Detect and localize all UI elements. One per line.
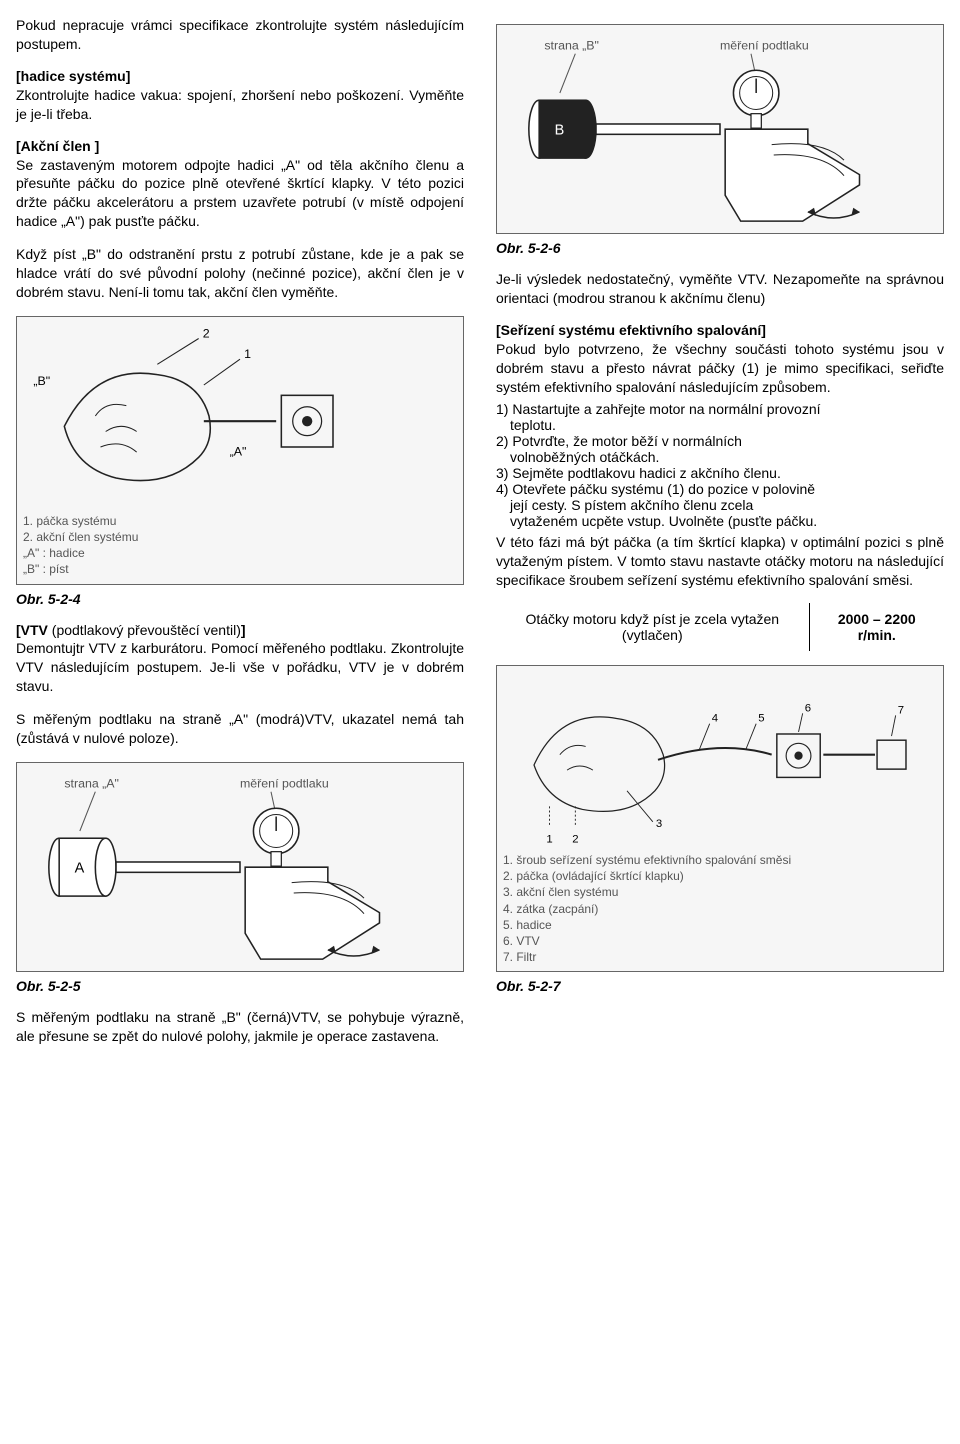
fig526-caption: Obr. 5-2-6 — [496, 240, 944, 256]
spec-label: Otáčky motoru když píst je zcela vytažen… — [496, 603, 809, 651]
page-columns: Pokud nepracuje vrámci specifikace zkont… — [16, 16, 944, 1060]
step2: 2) Potvrďte, že motor běží v normálních … — [496, 433, 944, 465]
vtv-p1: Demontujtr VTV z karburátoru. Pomocí měř… — [16, 639, 464, 696]
fig527-legend-1: 1. šroub seřízení systému efektivního sp… — [503, 852, 937, 868]
figure-5-2-4-svg: 2 1 „B" „A" — [23, 323, 457, 509]
akcni-heading: [Akční člen ] — [16, 138, 464, 154]
fig525-caption: Obr. 5-2-5 — [16, 978, 464, 994]
tail-paragraph: V této fázi má být páčka (a tím škrtící … — [496, 533, 944, 590]
spec-table: Otáčky motoru když píst je zcela vytažen… — [496, 603, 944, 651]
figure-5-2-5-svg: strana „A" měření podtlaku A — [23, 769, 457, 965]
step1a: 1) Nastartujte a zahřejte motor na normá… — [496, 401, 944, 417]
svg-text:1: 1 — [546, 834, 552, 846]
fig524-legend: 1. páčka systému 2. akční člen systému „… — [23, 513, 457, 578]
fig527-legend-2: 2. páčka (ovládající škrtící klapku) — [503, 868, 937, 884]
fig527-legend-6: 6. VTV — [503, 933, 937, 949]
figure-5-2-7: 1 2 3 4 5 6 7 1. šroub seřízení systému … — [496, 665, 944, 972]
figure-5-2-4: 2 1 „B" „A" 1. páčka systému 2. akční čl… — [16, 316, 464, 585]
figure-5-2-6: strana „B" měření podtlaku B — [496, 24, 944, 234]
fig524-legend-B: „B" : píst — [23, 561, 457, 577]
svg-text:3: 3 — [656, 818, 662, 830]
svg-text:2: 2 — [572, 834, 578, 846]
vtv-p3: S měřeným podtlaku na straně „B" (černá)… — [16, 1008, 464, 1046]
akcni-p1: Se zastaveným motorem odpojte hadici „A"… — [16, 156, 464, 232]
figure-5-2-5: strana „A" měření podtlaku A — [16, 762, 464, 972]
svg-text:7: 7 — [898, 705, 904, 717]
fig524-legend-1: 1. páčka systému — [23, 513, 457, 529]
vtv-heading: [VTV (podtlakový převouštěcí ventil)] — [16, 621, 464, 640]
fig527-legend-5: 5. hadice — [503, 917, 937, 933]
serizeni-p1: Pokud bylo potvrzeno, že všechny součást… — [496, 340, 944, 397]
fig526-label-gauge: měření podtlaku — [720, 39, 809, 53]
left-column: Pokud nepracuje vrámci specifikace zkont… — [16, 16, 464, 1060]
fig526-label-side: strana „B" — [544, 39, 599, 53]
result-paragraph: Je-li výsledek nedostatečný, vyměňte VTV… — [496, 270, 944, 308]
step4a: 4) Otevřete páčku systému (1) do pozice … — [496, 481, 944, 497]
svg-text:A: A — [75, 860, 85, 876]
hadice-body: Zkontrolujte hadice vakua: spojení, zhor… — [16, 86, 464, 124]
vtv-p2: S měřeným podtlaku na straně „A" (modrá)… — [16, 710, 464, 748]
spec-value: 2000 – 2200 r/min. — [809, 603, 944, 651]
fig524-label-a: „A" — [230, 444, 247, 458]
fig524-label-b: „B" — [33, 374, 50, 388]
svg-text:B: B — [555, 122, 565, 138]
svg-text:2: 2 — [203, 326, 210, 340]
fig527-legend-4: 4. zátka (zacpání) — [503, 901, 937, 917]
fig527-legend-3: 3. akční člen systému — [503, 884, 937, 900]
akcni-p2: Když píst „B" do odstranění prstu z potr… — [16, 245, 464, 302]
fig527-legend-7: 7. Filtr — [503, 949, 937, 965]
fig524-legend-2: 2. akční člen systému — [23, 529, 457, 545]
step2a: 2) Potvrďte, že motor běží v normálních — [496, 433, 944, 449]
serizeni-heading: [Seřízení systému efektivního spalování] — [496, 322, 944, 338]
fig525-label-side: strana „A" — [64, 776, 119, 790]
intro-paragraph: Pokud nepracuje vrámci specifikace zkont… — [16, 16, 464, 54]
fig524-legend-A: „A" : hadice — [23, 545, 457, 561]
figure-5-2-7-svg: 1 2 3 4 5 6 7 — [503, 672, 937, 848]
svg-text:5: 5 — [758, 713, 764, 725]
fig524-caption: Obr. 5-2-4 — [16, 591, 464, 607]
step2b: volnoběžných otáčkách. — [496, 449, 944, 465]
figure-5-2-6-svg: strana „B" měření podtlaku B — [503, 31, 937, 227]
step3: 3) Sejměte podtlakovu hadici z akčního č… — [496, 465, 944, 481]
step4c: vytaženém ucpěte vstup. Uvolněte (pusťte… — [496, 513, 944, 529]
right-column: strana „B" měření podtlaku B — [496, 16, 944, 1060]
step4b: její cesty. S pístem akčního členu zcela — [496, 497, 944, 513]
step4: 4) Otevřete páčku systému (1) do pozice … — [496, 481, 944, 529]
step1b: teplotu. — [496, 417, 944, 433]
fig527-legend: 1. šroub seřízení systému efektivního sp… — [503, 852, 937, 965]
hadice-heading: [hadice systému] — [16, 68, 464, 84]
svg-text:4: 4 — [712, 713, 718, 725]
svg-text:1: 1 — [244, 347, 251, 361]
fig527-caption: Obr. 5-2-7 — [496, 978, 944, 994]
step1: 1) Nastartujte a zahřejte motor na normá… — [496, 401, 944, 433]
fig525-label-gauge: měření podtlaku — [240, 776, 329, 790]
svg-text:6: 6 — [805, 703, 811, 715]
